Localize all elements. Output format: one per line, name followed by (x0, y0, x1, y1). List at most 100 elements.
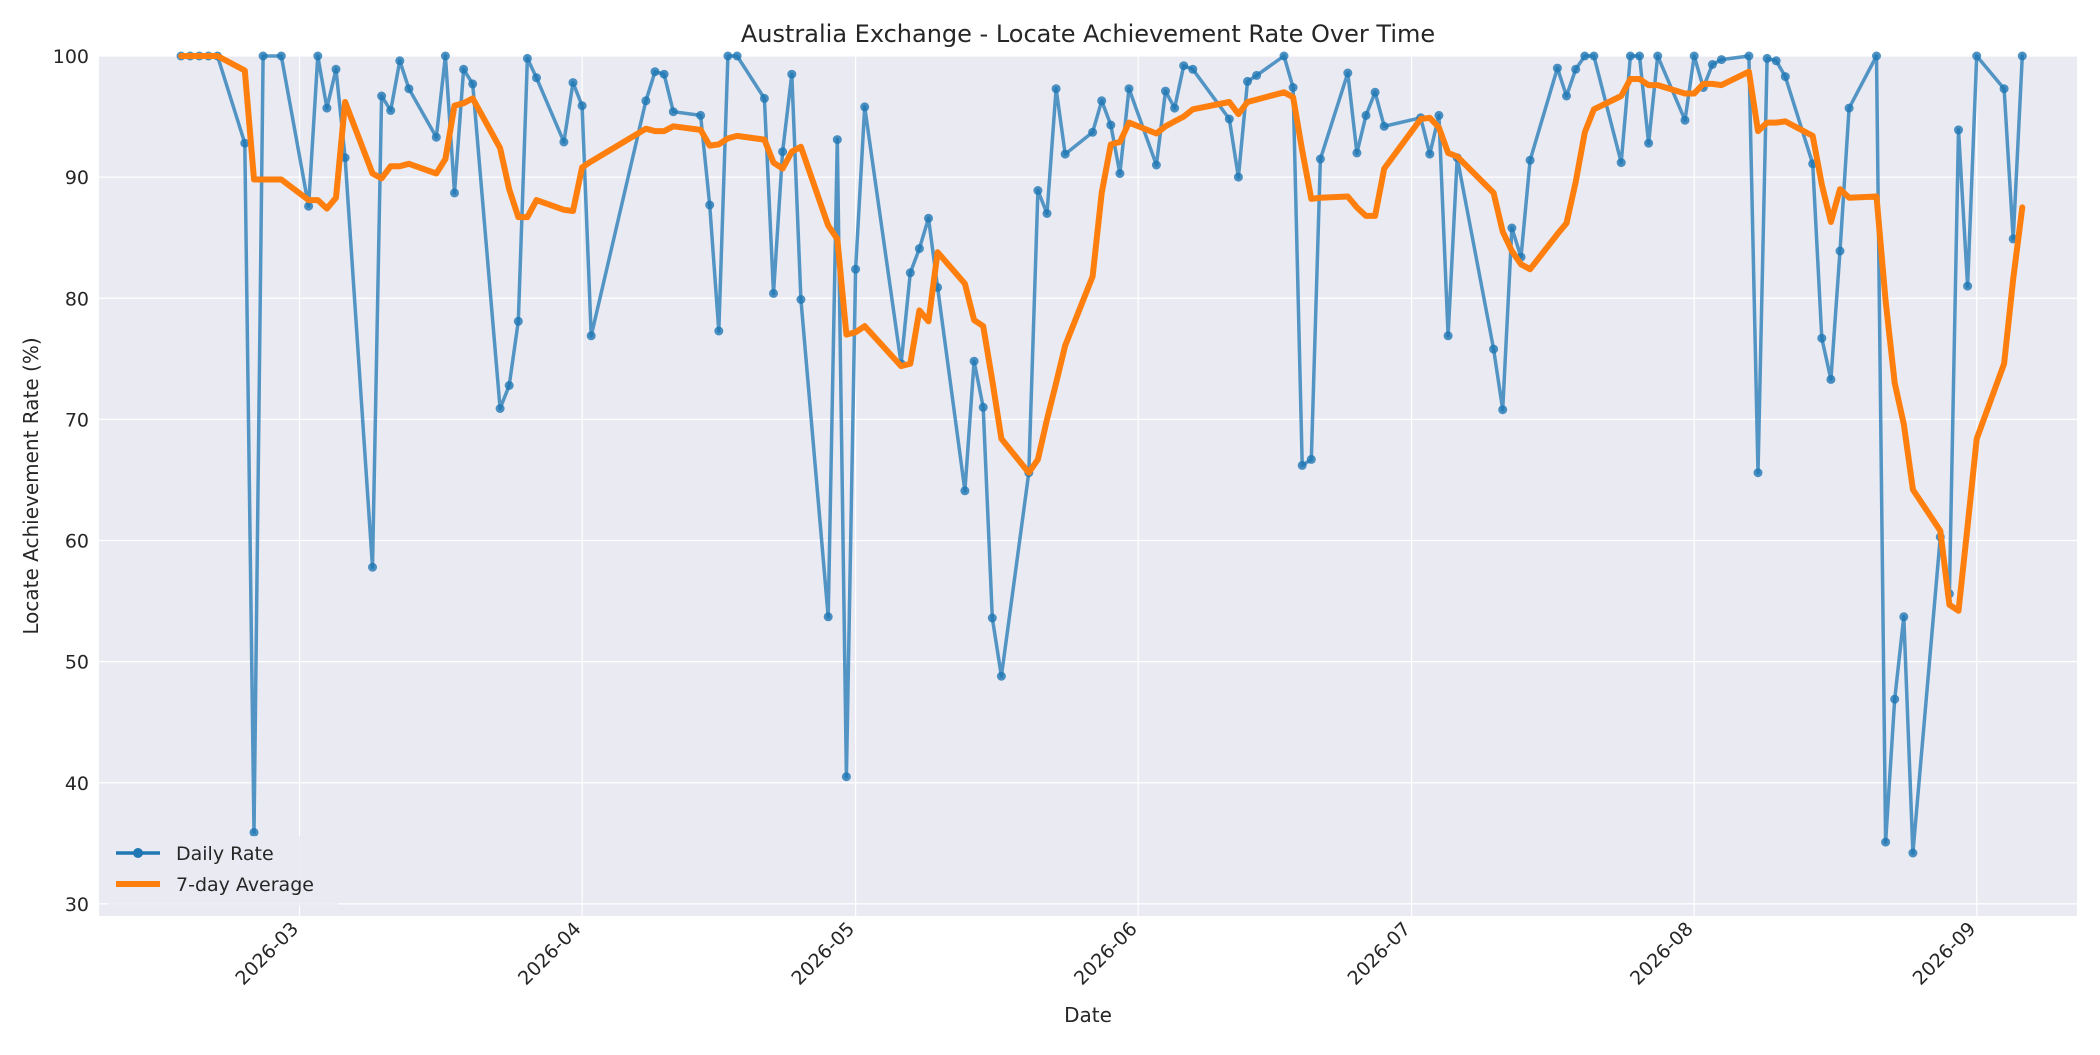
data-point-daily-rate (987, 613, 997, 623)
data-point-daily-rate (1972, 51, 1982, 61)
data-point-daily-rate (1060, 149, 1070, 159)
y-tick-label: 40 (65, 773, 89, 795)
data-point-daily-rate (650, 67, 660, 77)
data-point-daily-rate (914, 244, 924, 254)
data-point-daily-rate (1653, 51, 1663, 61)
data-point-daily-rate (787, 69, 797, 79)
data-point-daily-rate (1762, 53, 1772, 63)
data-point-daily-rate (513, 316, 523, 326)
data-point-daily-rate (1899, 612, 1909, 622)
data-point-daily-rate (304, 201, 314, 211)
y-tick-label: 90 (65, 167, 89, 189)
data-point-daily-rate (1680, 115, 1690, 125)
data-point-daily-rate (1890, 694, 1900, 704)
x-tick-label: 2026-09 (1909, 918, 1981, 990)
data-point-daily-rate (258, 51, 268, 61)
data-point-daily-rate (249, 827, 259, 837)
x-tick-label: 2026-05 (787, 918, 859, 990)
data-point-daily-rate (1780, 72, 1790, 82)
data-point-daily-rate (459, 64, 469, 74)
data-point-daily-rate (823, 612, 833, 622)
legend-label-7-day-average: 7-day Average (176, 874, 314, 896)
y-tick-label: 50 (65, 652, 89, 674)
data-point-daily-rate (1507, 223, 1517, 233)
data-point-daily-rate (860, 102, 870, 112)
data-point-daily-rate (1033, 186, 1043, 195)
data-point-daily-rate (996, 671, 1006, 681)
data-point-daily-rate (1306, 454, 1316, 464)
data-point-daily-rate (1954, 125, 1963, 135)
data-point-daily-rate (1115, 169, 1125, 178)
data-point-daily-rate (832, 135, 842, 145)
x-axis-label: Date (1064, 1003, 1112, 1027)
series-line-7-day-average (178, 53, 2026, 614)
data-point-daily-rate (1315, 154, 1325, 164)
data-point-daily-rate (905, 268, 915, 278)
data-point-daily-rate (440, 51, 450, 61)
data-point-daily-rate (1844, 103, 1854, 113)
data-point-daily-rate (1243, 76, 1252, 86)
data-point-daily-rate (1571, 64, 1581, 74)
data-point-daily-rate (1498, 405, 1508, 415)
data-point-daily-rate (386, 106, 396, 115)
data-point-daily-rate (586, 331, 596, 341)
data-point-daily-rate (313, 51, 323, 61)
data-point-daily-rate (368, 562, 377, 572)
data-point-daily-rate (1434, 110, 1444, 120)
data-point-daily-rate (522, 53, 532, 63)
data-point-daily-rate (1224, 114, 1234, 124)
data-point-daily-rate (1051, 84, 1061, 94)
data-point-daily-rate (1562, 91, 1571, 101)
x-tick-label: 2026-08 (1626, 918, 1698, 990)
data-point-daily-rate (796, 295, 806, 304)
data-point-daily-rate (778, 147, 788, 157)
data-point-daily-rate (1097, 96, 1107, 106)
data-point-daily-rate (1425, 149, 1435, 159)
series-layer (176, 51, 2027, 858)
data-point-daily-rate (1361, 110, 1371, 120)
data-point-daily-rate (1088, 127, 1098, 137)
data-point-daily-rate (1707, 60, 1717, 69)
data-point-daily-rate (577, 101, 587, 111)
data-point-daily-rate (240, 138, 250, 148)
data-point-daily-rate (1717, 55, 1726, 65)
data-point-daily-rate (450, 188, 459, 198)
data-point-daily-rate (769, 288, 778, 298)
chart-title: Australia Exchange - Locate Achievement … (741, 20, 1435, 48)
x-tick-label: 2026-03 (231, 918, 303, 990)
data-point-daily-rate (322, 103, 332, 113)
data-point-daily-rate (659, 69, 669, 79)
y-tick-label: 100 (53, 46, 89, 68)
data-point-daily-rate (668, 107, 678, 117)
data-point-daily-rate (1489, 344, 1499, 354)
data-point-daily-rate (705, 200, 715, 210)
data-point-daily-rate (1744, 51, 1754, 61)
data-point-daily-rate (1644, 138, 1654, 148)
data-point-daily-rate (1151, 160, 1161, 170)
data-point-daily-rate (1817, 333, 1827, 343)
data-point-daily-rate (1170, 103, 1180, 113)
data-point-daily-rate (276, 51, 286, 61)
data-point-daily-rate (504, 381, 514, 390)
data-point-daily-rate (431, 132, 441, 142)
data-point-daily-rate (1552, 63, 1562, 73)
data-point-daily-rate (1881, 837, 1891, 847)
data-point-daily-rate (969, 356, 979, 366)
data-point-daily-rate (759, 93, 769, 103)
data-point-daily-rate (395, 56, 405, 66)
data-point-daily-rate (1616, 158, 1626, 168)
plot-area-background (99, 56, 2077, 916)
data-point-daily-rate (1580, 51, 1590, 61)
legend-label-daily-rate: Daily Rate (176, 843, 274, 865)
legend: Daily Rate 7-day Average (108, 836, 338, 906)
data-point-daily-rate (1999, 84, 2009, 94)
data-point-daily-rate (1179, 61, 1189, 71)
data-point-daily-rate (468, 79, 478, 89)
data-point-daily-rate (723, 51, 733, 61)
data-point-daily-rate (559, 137, 569, 147)
data-point-daily-rate (1589, 51, 1599, 61)
data-point-daily-rate (851, 264, 861, 274)
data-point-daily-rate (1352, 148, 1362, 158)
data-point-daily-rate (495, 404, 505, 413)
